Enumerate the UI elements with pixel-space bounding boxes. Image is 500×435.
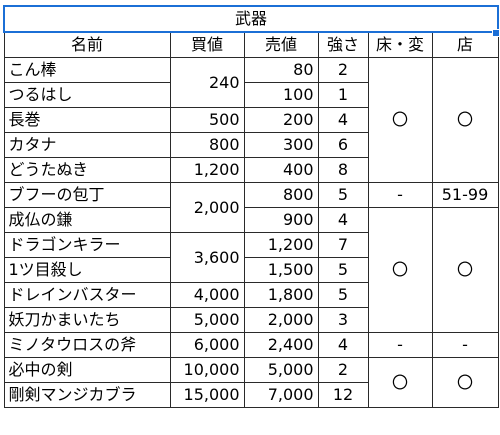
cell-strength[interactable]: 2 — [317, 57, 369, 83]
header-name[interactable]: 名前 — [3, 31, 171, 58]
cell-buy-price[interactable]: 3,600 — [169, 232, 245, 283]
table-row: ミノタウロスの斧 6,000 2,400 4 - - — [3, 332, 499, 358]
cell-sell-price[interactable]: 1,500 — [243, 257, 319, 283]
header-shop[interactable]: 店 — [431, 31, 499, 58]
cell-sell-price[interactable]: 300 — [243, 132, 319, 158]
cell-floor-change[interactable]: - — [367, 332, 433, 358]
cell-buy-price[interactable]: 240 — [169, 57, 245, 108]
table-row: 剛剣マンジカブラ 15,000 7,000 12 — [3, 382, 498, 408]
cell-sell-price[interactable]: 1,800 — [243, 282, 319, 308]
cell-strength[interactable]: 12 — [317, 382, 369, 408]
cell-buy-price[interactable]: 6,000 — [169, 332, 245, 358]
cell-sell-price[interactable]: 2,000 — [243, 307, 319, 333]
cell-name[interactable]: ドレインバスター — [3, 282, 171, 308]
cell-buy-price[interactable]: 15,000 — [169, 382, 245, 408]
cell-strength[interactable]: 4 — [317, 207, 369, 233]
cell-name[interactable]: カタナ — [3, 132, 171, 158]
cell-shop[interactable]: 〇 — [431, 57, 499, 183]
cell-sell-price[interactable]: 80 — [243, 57, 319, 83]
table-row: カタナ 800 300 6 — [3, 132, 498, 158]
cell-buy-price[interactable]: 5,000 — [169, 307, 245, 333]
cell-strength[interactable]: 3 — [317, 307, 369, 333]
table-row: どうたぬき 1,200 400 8 — [3, 157, 498, 183]
header-strength[interactable]: 強さ — [317, 31, 369, 58]
cell-sell-price[interactable]: 7,000 — [243, 382, 319, 408]
cell-shop[interactable]: 51-99 — [431, 182, 499, 208]
cell-floor-change[interactable]: 〇 — [367, 357, 433, 408]
cell-buy-price[interactable]: 10,000 — [169, 357, 245, 383]
cell-buy-price[interactable]: 1,200 — [169, 157, 245, 183]
cell-strength[interactable]: 1 — [317, 82, 369, 108]
cell-strength[interactable]: 7 — [317, 232, 369, 258]
table-row: 1ツ目殺し 1,500 5 — [3, 257, 498, 283]
header-sell-price[interactable]: 売値 — [243, 31, 319, 58]
header-floor-change[interactable]: 床・変 — [367, 31, 433, 58]
cell-shop[interactable]: - — [431, 332, 499, 358]
cell-buy-price[interactable]: 500 — [169, 107, 245, 133]
cell-sell-price[interactable]: 2,400 — [243, 332, 319, 358]
cell-name[interactable]: ミノタウロスの斧 — [3, 332, 171, 358]
cell-name[interactable]: 成仏の鎌 — [3, 207, 171, 233]
cell-buy-price[interactable]: 2,000 — [169, 182, 245, 233]
cell-strength[interactable]: 5 — [317, 182, 369, 208]
cell-strength[interactable]: 6 — [317, 132, 369, 158]
cell-name[interactable]: 剛剣マンジカブラ — [3, 382, 171, 408]
cell-sell-price[interactable]: 100 — [243, 82, 319, 108]
table-row: こん棒 240 80 2 〇 〇 — [3, 57, 499, 183]
table-row: 必中の剣 10,000 5,000 2 〇 〇 — [3, 357, 499, 408]
cell-name[interactable]: こん棒 — [3, 57, 171, 83]
cell-strength[interactable]: 5 — [317, 282, 369, 308]
selection-fill-handle[interactable] — [492, 29, 500, 37]
cell-name[interactable]: 長巻 — [3, 107, 171, 133]
table-row: ドレインバスター 4,000 1,800 5 — [3, 282, 498, 308]
table-row: 妖刀かまいたち 5,000 2,000 3 — [3, 307, 498, 333]
cell-buy-price[interactable]: 800 — [169, 132, 245, 158]
cell-strength[interactable]: 8 — [317, 157, 369, 183]
cell-strength[interactable]: 4 — [317, 107, 369, 133]
cell-shop[interactable]: 〇 — [431, 357, 499, 408]
cell-name[interactable]: どうたぬき — [3, 157, 171, 183]
cell-strength[interactable]: 5 — [317, 257, 369, 283]
cell-name[interactable]: 必中の剣 — [3, 357, 171, 383]
cell-strength[interactable]: 4 — [317, 332, 369, 358]
table-row: ブフーの包丁 2,000 800 5 - 51-99 — [3, 182, 499, 233]
cell-sell-price[interactable]: 800 — [243, 182, 319, 208]
cell-buy-price[interactable]: 4,000 — [169, 282, 245, 308]
cell-name[interactable]: つるはし — [3, 82, 171, 108]
cell-strength[interactable]: 2 — [317, 357, 369, 383]
weapons-table: 武器 名前 買値 売値 強さ 床・変 店 こん棒 240 80 2 〇 〇 つる… — [2, 5, 500, 408]
cell-sell-price[interactable]: 5,000 — [243, 357, 319, 383]
cell-sell-price[interactable]: 1,200 — [243, 232, 319, 258]
table-row: 成仏の鎌 900 4 〇 〇 — [3, 207, 499, 333]
table-title[interactable]: 武器 — [2, 5, 500, 33]
cell-name[interactable]: ブフーの包丁 — [3, 182, 171, 208]
table-row: つるはし 100 1 — [3, 82, 498, 108]
cell-name[interactable]: 妖刀かまいたち — [3, 307, 171, 333]
cell-shop[interactable]: 〇 — [431, 207, 499, 333]
cell-sell-price[interactable]: 900 — [243, 207, 319, 233]
table-row: ドラゴンキラー 3,600 1,200 7 — [3, 232, 498, 283]
cell-floor-change[interactable]: 〇 — [367, 207, 433, 333]
cell-name[interactable]: 1ツ目殺し — [3, 257, 171, 283]
cell-floor-change[interactable]: - — [367, 182, 433, 208]
cell-sell-price[interactable]: 200 — [243, 107, 319, 133]
cell-floor-change[interactable]: 〇 — [367, 57, 433, 183]
cell-sell-price[interactable]: 400 — [243, 157, 319, 183]
header-row: 名前 買値 売値 強さ 床・変 店 — [3, 31, 499, 58]
header-buy-price[interactable]: 買値 — [169, 31, 245, 58]
cell-name[interactable]: ドラゴンキラー — [3, 232, 171, 258]
